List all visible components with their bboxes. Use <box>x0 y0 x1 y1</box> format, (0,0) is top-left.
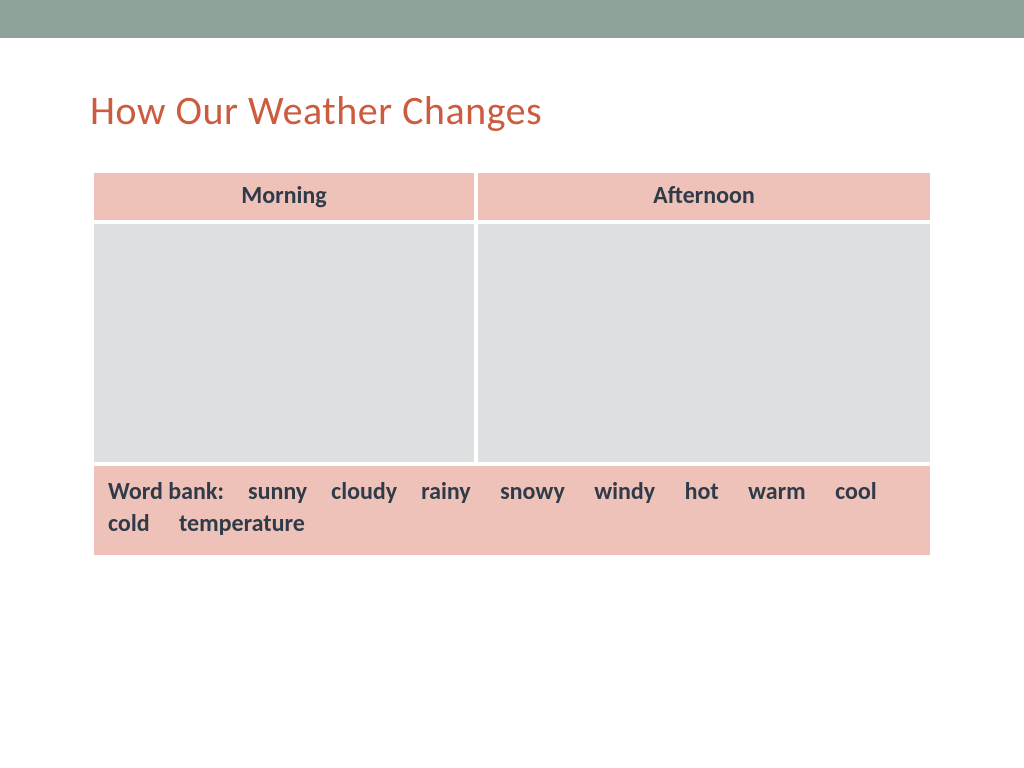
weather-table: Morning Afternoon Word bank: sunny cloud… <box>90 169 934 559</box>
word-bank: Word bank: sunny cloudy rainy snowy wind… <box>94 466 930 555</box>
slide-title: How Our Weather Changes <box>90 86 934 135</box>
slide-body: How Our Weather Changes Morning Afternoo… <box>0 38 1024 559</box>
cell-morning[interactable] <box>94 224 474 462</box>
word-bank-row: Word bank: sunny cloudy rainy snowy wind… <box>94 466 930 555</box>
top-accent-bar <box>0 0 1024 38</box>
table-body-row <box>94 224 930 462</box>
cell-afternoon[interactable] <box>478 224 930 462</box>
col-header-morning: Morning <box>94 173 474 220</box>
col-header-afternoon: Afternoon <box>478 173 930 220</box>
table-header-row: Morning Afternoon <box>94 173 930 220</box>
